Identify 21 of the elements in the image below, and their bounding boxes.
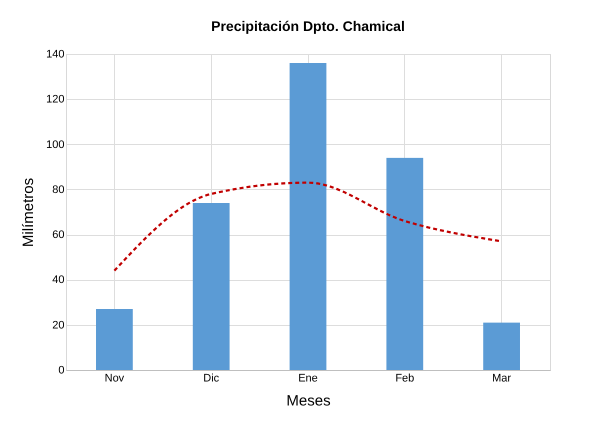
x-tick-label: Ene: [298, 372, 318, 384]
chart-title: Precipitación Dpto. Chamical: [211, 18, 405, 34]
x-tick-label: Dic: [203, 372, 220, 384]
y-tick-label: 80: [52, 184, 64, 196]
y-tick-label: 120: [46, 94, 64, 106]
y-tick-label: 40: [52, 274, 64, 286]
bar: [483, 322, 520, 370]
x-tick-label: Mar: [492, 372, 512, 384]
x-axis-title: Meses: [286, 392, 331, 410]
bar: [290, 63, 326, 370]
y-tick-label: 140: [46, 48, 64, 60]
y-tick-label: 60: [52, 229, 64, 242]
y-axis-title: Milímetros: [20, 178, 38, 248]
bar: [192, 202, 230, 370]
x-tick-label: Feb: [395, 372, 414, 384]
x-tick-label: Nov: [104, 372, 125, 384]
bar: [96, 309, 133, 370]
y-tick-label: 100: [46, 138, 64, 151]
y-tick-label: 0: [58, 364, 64, 376]
y-tick-label: 20: [52, 319, 64, 332]
bar: [386, 158, 424, 370]
